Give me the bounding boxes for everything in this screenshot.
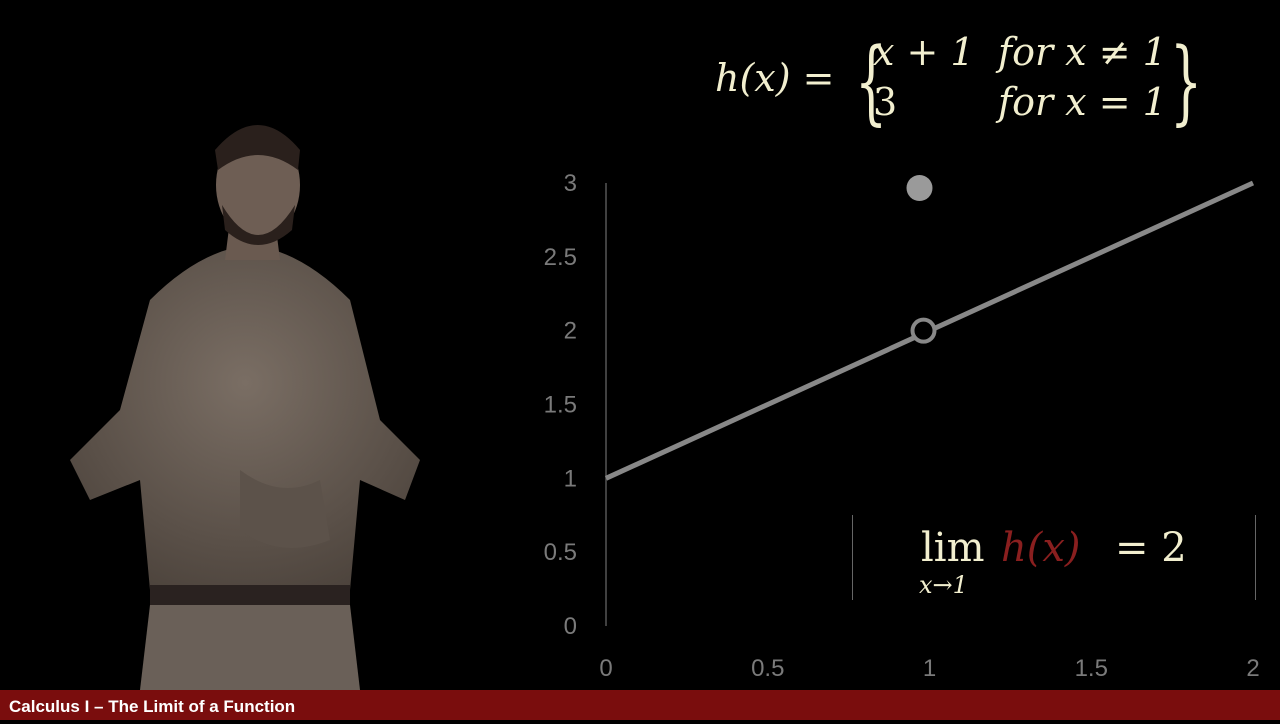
y-tick-label: 3 <box>564 170 577 197</box>
limit-result: = 2 <box>1115 525 1187 571</box>
y-tick-label: 2 <box>564 318 577 345</box>
x-tick-label: 1.5 <box>1075 655 1108 682</box>
y-tick-labels: 0 0.5 1 1.5 2 2.5 3 <box>544 170 577 640</box>
formula-left-brace: { <box>855 28 888 135</box>
y-tick-label: 0.5 <box>544 539 577 566</box>
formula-case2-condition: for x = 1 <box>998 80 1167 124</box>
x-tick-label: 0.5 <box>751 655 784 682</box>
points <box>906 175 937 344</box>
formula-right-brace: } <box>1170 28 1203 135</box>
x-tick-label: 1 <box>923 655 936 682</box>
course-title: Calculus I – The Limit of a Function <box>9 697 296 716</box>
x-tick-labels: 0 0.5 1 1.5 2 <box>599 655 1259 682</box>
function-chart: 0 0.5 1 1.5 2 2.5 3 0 0.5 1 1.5 2 <box>544 170 1260 682</box>
limit-operator: lim <box>921 525 985 571</box>
course-title-bar: Calculus I – The Limit of a Function <box>0 690 1280 720</box>
x-tick-label: 2 <box>1246 655 1259 682</box>
formula-case1-condition: for x ≠ 1 <box>998 30 1167 74</box>
filled-point <box>906 175 933 201</box>
limit-function: h(x) <box>1001 525 1081 571</box>
x-tick-label: 0 <box>599 655 612 682</box>
formula-lhs: h(x) = <box>715 56 835 100</box>
y-tick-label: 1.5 <box>544 392 577 419</box>
presenter-video <box>70 125 420 690</box>
limit-expression: lim x→1 h(x) = 2 <box>852 515 1256 600</box>
y-tick-label: 1 <box>564 465 577 492</box>
presenter-figure <box>70 125 420 690</box>
y-tick-label: 0 <box>564 613 577 640</box>
limit-subscript: x→1 <box>919 571 968 599</box>
open-circle-point <box>910 317 937 344</box>
piecewise-formula: h(x) = { x + 1 for x ≠ 1 3 for x = 1 } <box>715 28 1202 135</box>
formula-case1-expression: x + 1 <box>873 30 975 74</box>
formula-case2-expression: 3 <box>873 80 898 124</box>
y-tick-label: 2.5 <box>544 244 577 271</box>
